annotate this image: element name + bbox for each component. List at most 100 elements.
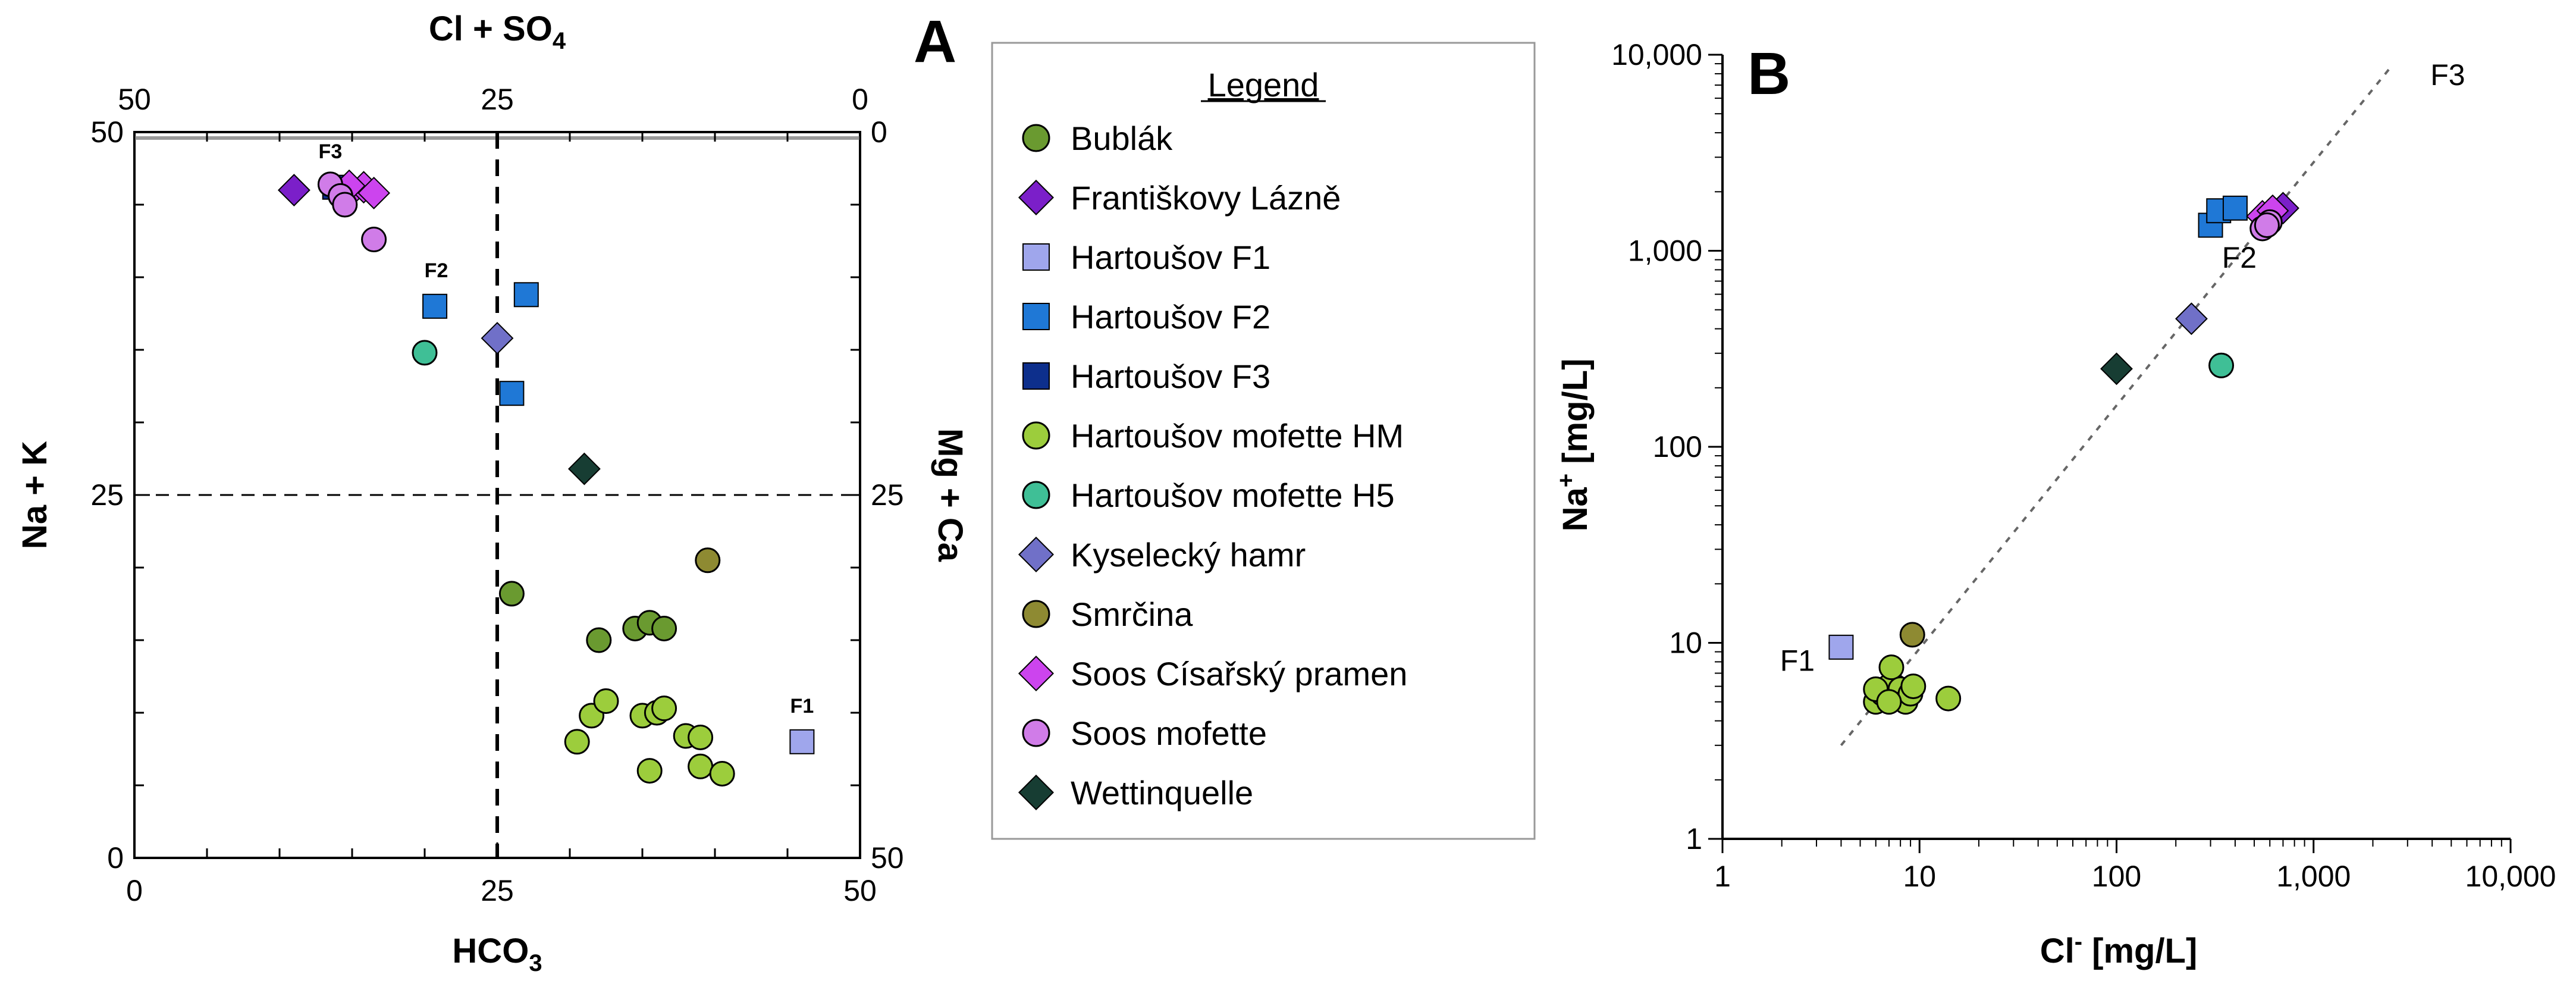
panel-a-point-label: F2: [425, 259, 448, 282]
legend-item-hartousov-f1: Hartoušov F1: [1022, 239, 1270, 276]
panel-b-point-hartousov-f1: [1828, 634, 1854, 660]
panel-a-y-tick-label: 25: [90, 478, 124, 512]
legend-marker-hartousov-f2: [1022, 303, 1050, 330]
panel-a-point-hartousov-f2: [513, 282, 539, 308]
panel-a-point-hartousov-mofette-hm: [593, 688, 619, 714]
panel-a-point-hartousov-mofette-hm: [564, 729, 590, 755]
panel-b-data-points: [1828, 192, 2299, 715]
panel-b-y-tick-label: 1,000: [1628, 234, 1702, 268]
panel-a-point-hartousov-f1: [789, 729, 815, 754]
panel-a-point-hartousov-f2: [499, 381, 525, 406]
panel-b-point-hartousov-mofette-hm: [1935, 685, 1962, 712]
legend-item-kyselecky-hamr: Kyselecký hamr: [1018, 536, 1306, 574]
legend-marker-hartousov-f3: [1022, 362, 1050, 390]
panel-a-right-tick-label: 0: [871, 115, 887, 149]
panel-b-y-tick-label: 10: [1669, 626, 1702, 660]
panel-b-y-tick-label: 100: [1653, 430, 1702, 463]
panel-a-right-axis-title: Mg + Ca: [931, 428, 969, 562]
panel-a-point-soos-cisarsky-pramen: [357, 177, 391, 209]
legend-marker-bublak: [1022, 124, 1050, 152]
legend-item-hartousov-f2: Hartoušov F2: [1022, 298, 1270, 336]
panel-a-point-hartousov-mofette-hm: [709, 760, 735, 787]
panel-b-point-soos-mofette: [2254, 212, 2280, 239]
panel-b-x-tick-label: 1: [1714, 860, 1731, 893]
panel-a-y-tick-label: 0: [107, 841, 124, 875]
legend-item-frantiskovy-lazne: Františkovy Lázně: [1018, 179, 1341, 217]
panel-a-point-bublak: [586, 627, 612, 653]
panel-a-right-tick-label: 50: [871, 841, 904, 875]
legend-label: Hartoušov mofette HM: [1071, 417, 1404, 455]
panel-b-point-kyselecky-hamr: [2175, 302, 2208, 336]
panel-b-point-wettinquelle: [2100, 352, 2133, 386]
panel-b-point-labels: F3 F2 F1: [1780, 58, 2465, 677]
panel-b-point-hartousov-mofette-hm: [1878, 654, 1904, 681]
panel-a-point-hartousov-mofette-h5: [412, 340, 438, 366]
panel-b-y-tick-label: 1: [1686, 822, 1702, 856]
panel-a-point-wettinquelle: [567, 452, 601, 485]
panel-a-point-hartousov-f2: [422, 293, 448, 319]
panel-b-x-tick-label: 10,000: [2465, 860, 2556, 893]
legend-item-hartousov-f3: Hartoušov F3: [1022, 358, 1270, 395]
panel-b-x-axis-title: Cl- [mg/L]: [2040, 929, 2198, 970]
panel-a-ternary-plot: F3 F2 F1 0 25 50 50 25 0 0 25 50 0 25 50 H…: [15, 8, 969, 976]
panel-a-top-axis-title: Cl + SO4: [429, 10, 566, 54]
legend-label: Hartoušov mofette H5: [1071, 477, 1395, 514]
panel-a-y-tick-label: 50: [90, 115, 124, 149]
legend-marker-kyselecky-hamr: [1018, 536, 1055, 573]
panel-a-top-tick-label: 25: [481, 83, 514, 116]
panel-b-log-log-plot: F3 F2 F1 1 10 100 1,000 10,000 1 10 100 1,…: [1553, 38, 2556, 970]
panel-b-y-tick-label: 10,000: [1611, 38, 1702, 71]
panel-a-right-tick-label: 25: [871, 478, 904, 512]
panel-a-point-kyselecky-hamr: [481, 322, 514, 355]
panel-a-point-hartousov-mofette-hm: [688, 753, 714, 779]
panel-b-y-axis-title: Na+ [mg/L]: [1553, 359, 1595, 532]
panel-a-point-soos-mofette: [332, 192, 358, 218]
legend-label: Soos Císařský pramen: [1071, 655, 1407, 693]
panel-a-letter: A: [914, 8, 956, 75]
legend-item-smrcina: Smrčina: [1022, 596, 1193, 633]
panel-a-point-soos-mofette: [361, 227, 387, 253]
legend-label: Bublák: [1071, 120, 1173, 157]
legend-label: Smrčina: [1071, 596, 1193, 633]
legend-box: [991, 42, 1536, 840]
panel-b-trend-line: [1840, 65, 2393, 747]
panel-b-point-hartousov-mofette-hm: [1900, 673, 1926, 700]
panel-a-point-hartousov-mofette-hm: [636, 758, 663, 784]
legend: Legend Bublák Františkovy Lázně Hartoušov …: [991, 42, 1536, 840]
panel-a-point-bublak: [498, 581, 525, 607]
legend-title: Legend: [1208, 66, 1319, 104]
legend-label: Hartoušov F2: [1071, 298, 1270, 336]
panel-a-x-axis-title: HCO3: [452, 932, 542, 976]
panel-b-letter: B: [1747, 40, 1790, 107]
panel-a-point-hartousov-mofette-hm: [651, 695, 677, 722]
legend-item-bublak: Bublák: [1022, 120, 1173, 157]
legend-marker-hartousov-mofette-hm: [1022, 421, 1050, 450]
panel-a-x-tick-label: 25: [481, 874, 514, 907]
legend-marker-soos-mofette: [1022, 719, 1050, 747]
panel-b-x-tick-label: 1,000: [2276, 860, 2351, 893]
panel-b-x-tick-label: 10: [1903, 860, 1936, 893]
panel-b-point-hartousov-mofette-h5: [2208, 352, 2235, 378]
legend-marker-hartousov-mofette-h5: [1022, 481, 1050, 509]
panel-b-tick-marks: [1708, 54, 2512, 853]
panel-a-data-points: [277, 169, 815, 787]
legend-label: Hartoušov F1: [1071, 239, 1270, 276]
panel-a-point-bublak: [651, 615, 677, 641]
panel-a-y-axis-title: Na + K: [15, 441, 54, 549]
legend-label: Františkovy Lázně: [1071, 179, 1341, 217]
legend-label: Kyselecký hamr: [1071, 536, 1306, 574]
panel-b-point-smrcina: [1899, 622, 1925, 648]
panel-a-point-labels: F3 F2 F1: [319, 140, 814, 717]
panel-a-x-tick-label: 0: [126, 874, 143, 907]
legend-items: Bublák Františkovy Lázně Hartoušov F1 Harto…: [1018, 120, 1407, 811]
legend-marker-frantiskovy-lazne: [1018, 179, 1055, 216]
panel-b-point-label: F3: [2430, 58, 2465, 92]
legend-marker-soos-cisarsky-pramen: [1018, 655, 1055, 692]
panel-b-point-hartousov-mofette-hm: [1876, 689, 1902, 715]
panel-a-point-label: F3: [319, 140, 343, 163]
legend-marker-smrcina: [1022, 600, 1050, 628]
panel-a-point-label: F1: [790, 695, 814, 717]
legend-marker-hartousov-f1: [1022, 243, 1050, 271]
legend-item-soos-mofette: Soos mofette: [1022, 715, 1267, 752]
